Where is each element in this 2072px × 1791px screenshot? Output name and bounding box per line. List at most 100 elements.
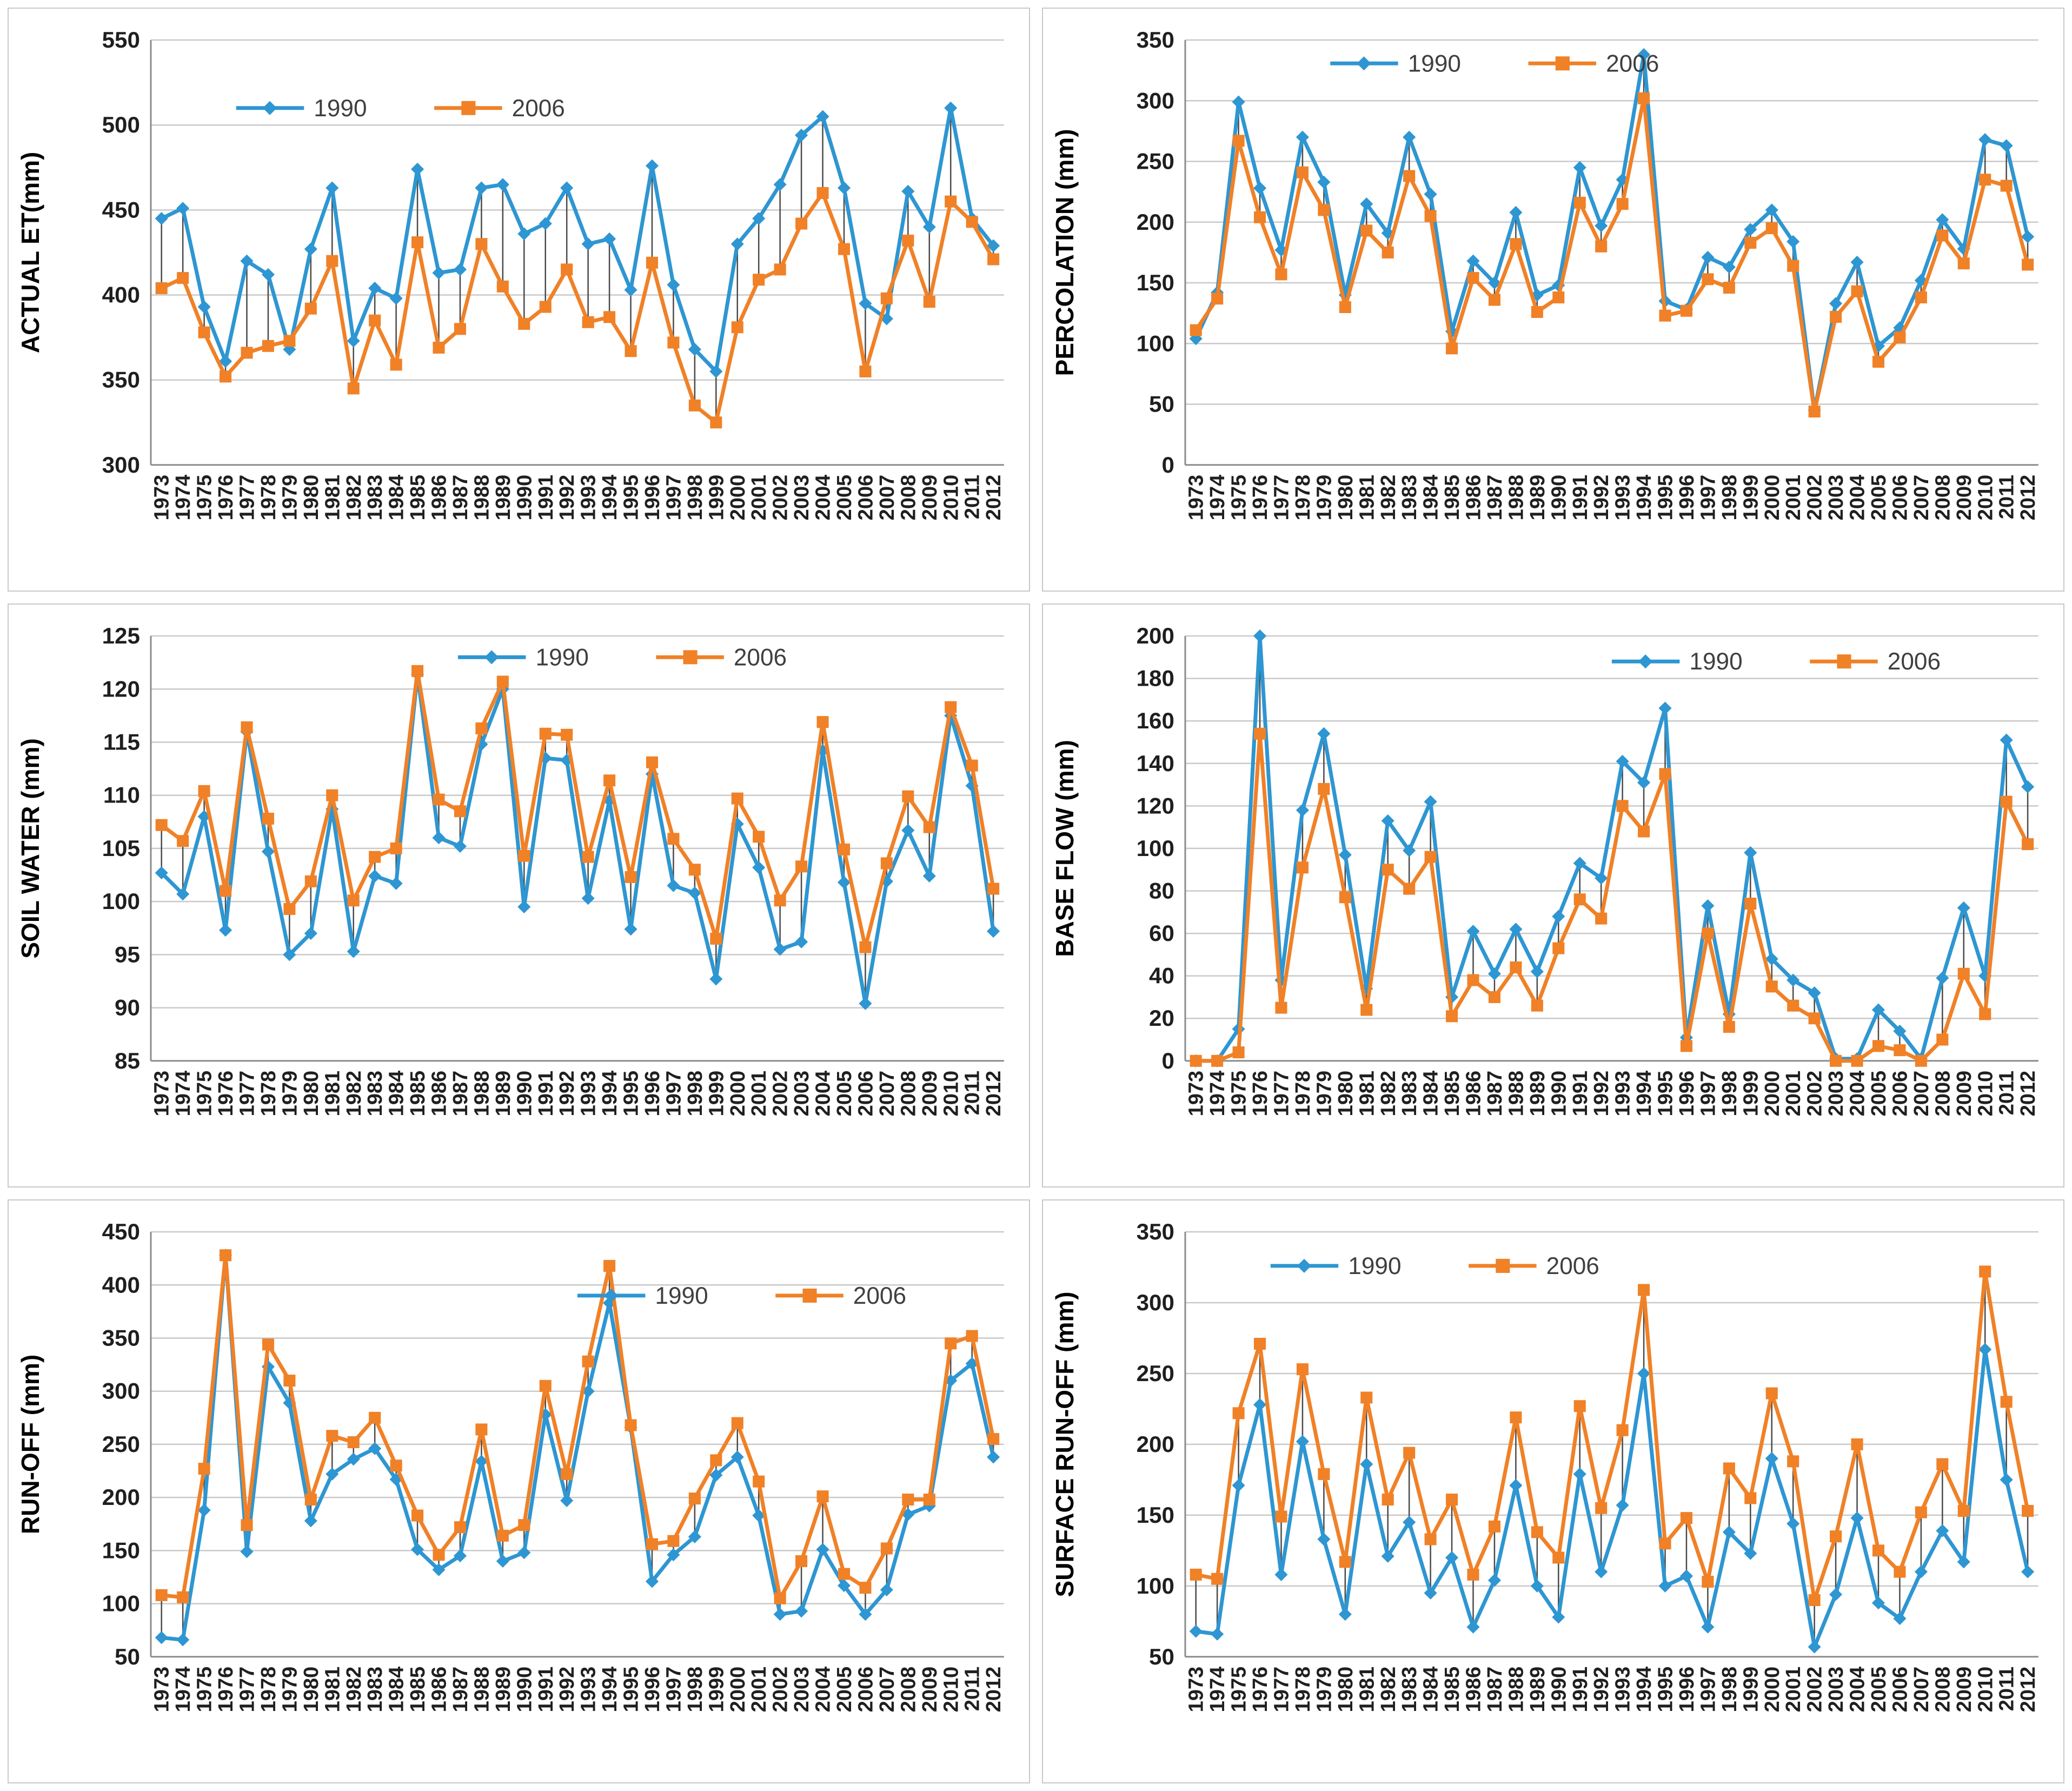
x-tick-label: 1975: [1228, 1667, 1251, 1713]
x-tick-label: 1976: [215, 475, 237, 521]
diamond-marker-icon: [176, 887, 190, 901]
x-tick-label: 2001: [748, 475, 771, 521]
x-tick-label: 2010: [940, 475, 962, 521]
square-marker-icon: [369, 851, 381, 863]
square-marker-icon: [1424, 210, 1437, 222]
x-tick-label: 1992: [1590, 1071, 1613, 1117]
square-marker-icon: [966, 216, 978, 228]
square-marker-icon: [539, 301, 552, 313]
diamond-marker-icon: [816, 110, 829, 123]
legend-label-1990: 1990: [1689, 648, 1742, 675]
x-tick-label: 1993: [1612, 475, 1635, 521]
x-tick-label: 2006: [854, 475, 877, 521]
x-axis-tick-labels: 1973197419751976197719781979198019811982…: [151, 475, 1005, 521]
x-tick-label: 1978: [1292, 475, 1314, 521]
x-tick-label: 2009: [1953, 1071, 1976, 1117]
panel-soil-water: 85 90 95 100 105 110 115 120 125 1973 1974 1975 1976…: [8, 603, 1030, 1188]
x-tick-label: 2005: [1868, 1667, 1890, 1713]
diamond-marker-icon: [2021, 230, 2035, 243]
square-marker-icon: [1446, 1494, 1458, 1506]
diamond-marker-icon: [603, 1296, 616, 1310]
square-marker-icon: [1467, 974, 1479, 986]
square-marker-icon: [1296, 1363, 1309, 1376]
diamond-marker-icon: [326, 1467, 339, 1481]
panel-base-flow: 0 20 40 60 80 100 120 140 160 180 200 1973 1974 1975 1…: [1042, 603, 2064, 1188]
square-marker-icon: [304, 875, 317, 887]
x-tick-label: 1984: [386, 475, 408, 521]
diamond-marker-icon: [1573, 857, 1586, 870]
x-tick-label: 2002: [1804, 1667, 1827, 1713]
x-tick-label: 1995: [620, 1667, 643, 1713]
diamond-marker-icon: [901, 824, 915, 837]
y-tick-label: 20: [1149, 1005, 1174, 1031]
square-marker-icon: [1702, 927, 1714, 940]
series-2006-line: [1194, 732, 2030, 1063]
x-tick-label: 1981: [1356, 1667, 1378, 1713]
square-marker-icon: [198, 326, 210, 339]
x-tick-label: 1986: [428, 475, 451, 521]
legend-diamond-icon: [1357, 56, 1371, 71]
y-tick-label: 100: [1137, 835, 1174, 861]
square-marker-icon: [1318, 204, 1330, 216]
diamond-marker-icon: [667, 879, 680, 892]
diamond-marker-icon: [1296, 1435, 1309, 1448]
x-tick-label: 2000: [727, 1667, 749, 1713]
square-marker-icon: [838, 1568, 851, 1580]
x-tick-label: 1976: [215, 1667, 237, 1713]
x-tick-label: 1973: [1185, 1071, 1208, 1117]
square-marker-icon: [219, 1249, 232, 1262]
square-marker-icon: [390, 1460, 402, 1472]
x-tick-label: 1988: [1505, 1667, 1528, 1713]
x-tick-label: 1985: [1441, 1667, 1464, 1713]
legend-label-2006: 2006: [1888, 648, 1941, 675]
square-marker-icon: [945, 701, 957, 713]
x-tick-label: 1989: [1526, 1667, 1549, 1713]
diamond-marker-icon: [1637, 1367, 1651, 1380]
x-tick-label: 2008: [1931, 475, 1954, 521]
square-marker-icon: [1723, 1020, 1735, 1033]
x-axis-tick-labels: 1973197419751976197719781979198019811982…: [1185, 1667, 2040, 1713]
x-tick-label: 1984: [386, 1071, 408, 1117]
x-tick-label: 2003: [791, 1667, 813, 1713]
square-marker-icon: [326, 1430, 338, 1442]
x-tick-label: 1985: [1441, 1071, 1464, 1117]
x-tick-label: 1990: [513, 1667, 536, 1713]
x-tick-label: 1974: [172, 1071, 195, 1117]
x-tick-label: 2004: [812, 475, 835, 521]
legend-square-icon: [1837, 654, 1851, 669]
x-tick-label: 1994: [599, 475, 621, 521]
y-tick-label: 60: [1149, 920, 1174, 946]
square-marker-icon: [582, 1355, 594, 1368]
y-axis-tick-labels: 0 50 100 150 200 250 300 350: [1137, 27, 1174, 477]
square-marker-icon: [454, 323, 466, 335]
series-2006-markers: [155, 1249, 1000, 1604]
square-marker-icon: [880, 857, 893, 870]
square-marker-icon: [603, 1259, 616, 1272]
diamond-marker-icon: [1274, 1568, 1288, 1581]
x-tick-label: 2004: [812, 1071, 835, 1117]
diamond-marker-icon: [1360, 197, 1373, 211]
diamond-marker-icon: [944, 101, 958, 115]
square-marker-icon: [1211, 1573, 1224, 1585]
series-2006-line: [1194, 1269, 2030, 1602]
square-marker-icon: [753, 274, 765, 286]
square-marker-icon: [539, 1379, 552, 1392]
square-marker-icon: [1510, 961, 1522, 973]
x-tick-label: 2001: [748, 1667, 771, 1713]
legend-square-icon: [461, 101, 476, 115]
x-tick-label: 1995: [1655, 1071, 1677, 1117]
square-marker-icon: [902, 790, 914, 802]
series-1990-line: [160, 106, 995, 374]
diamond-marker-icon: [453, 1549, 467, 1563]
square-marker-icon: [1211, 293, 1224, 305]
square-marker-icon: [1723, 282, 1735, 294]
square-marker-icon: [1659, 1537, 1671, 1550]
x-tick-label: 1996: [641, 1667, 664, 1713]
y-axis-tick-labels: 50 100 150 200 250 300 350: [1137, 1219, 1174, 1669]
square-marker-icon: [2022, 838, 2034, 851]
x-tick-label: 1982: [343, 1667, 366, 1713]
square-marker-icon: [1851, 1054, 1863, 1067]
square-marker-icon: [1253, 727, 1266, 740]
square-marker-icon: [1318, 1468, 1330, 1480]
diamond-marker-icon: [1189, 1624, 1203, 1638]
